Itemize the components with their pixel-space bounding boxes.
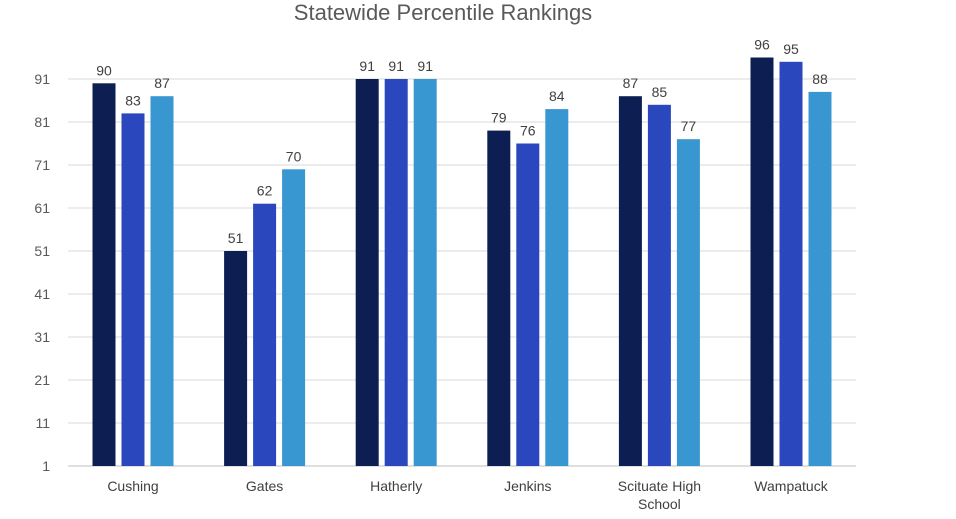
data-label: 95 [783,41,799,57]
x-category-label: Scituate High [618,478,701,494]
data-label: 90 [96,62,112,78]
x-axis-category-labels: Cushing Gates Hatherly Jenkins Scituate High… [107,478,828,512]
x-category-label: Gates [246,478,283,494]
bar [676,139,700,466]
y-tick-label: 31 [34,329,50,345]
bar [253,203,277,466]
x-category-label: Jenkins [504,478,551,494]
y-tick-label: 81 [34,114,50,130]
data-label: 76 [520,123,536,139]
data-label: 70 [286,148,302,164]
x-category-label: Hatherly [370,478,422,494]
data-label: 88 [812,71,828,87]
data-label: 87 [154,75,170,91]
data-label: 85 [652,84,668,100]
data-label: 91 [359,58,375,74]
y-tick-label: 91 [34,71,50,87]
bar [355,79,379,466]
bars [92,57,832,467]
bar [384,79,408,466]
bar [750,57,774,466]
data-label: 79 [491,110,507,126]
bar [545,109,569,466]
bar [487,130,511,466]
data-label: 62 [257,183,273,199]
data-label: 77 [681,118,697,134]
y-tick-label: 71 [34,157,50,173]
bar [282,169,306,467]
bar [808,91,832,467]
data-label: 96 [754,37,770,53]
x-category-label: Cushing [107,478,158,494]
bar [647,104,671,467]
chart-title: Statewide Percentile Rankings [294,0,592,25]
bar [92,83,116,467]
bar [779,61,803,467]
data-label: 83 [125,92,141,108]
y-tick-label: 61 [34,200,50,216]
bar [516,143,540,466]
data-label: 84 [549,88,565,104]
y-tick-label: 1 [42,458,50,474]
y-tick-label: 41 [34,286,50,302]
x-category-label: School [638,496,681,512]
y-tick-label: 11 [35,415,50,431]
x-category-label: Wampatuck [754,478,828,494]
y-tick-label: 51 [34,243,50,259]
data-label: 91 [388,58,404,74]
gridlines [68,78,856,467]
data-label: 87 [623,75,639,91]
bar [413,79,437,466]
bar [618,96,642,466]
data-label: 51 [228,230,244,246]
bar [150,96,174,466]
bar [121,113,145,467]
data-label: 91 [417,58,433,74]
bar [224,251,248,466]
y-tick-label: 21 [34,372,50,388]
data-labels: 90 83 87 51 62 70 91 91 91 79 76 84 87 85 77 96 95 88 [96,37,828,247]
